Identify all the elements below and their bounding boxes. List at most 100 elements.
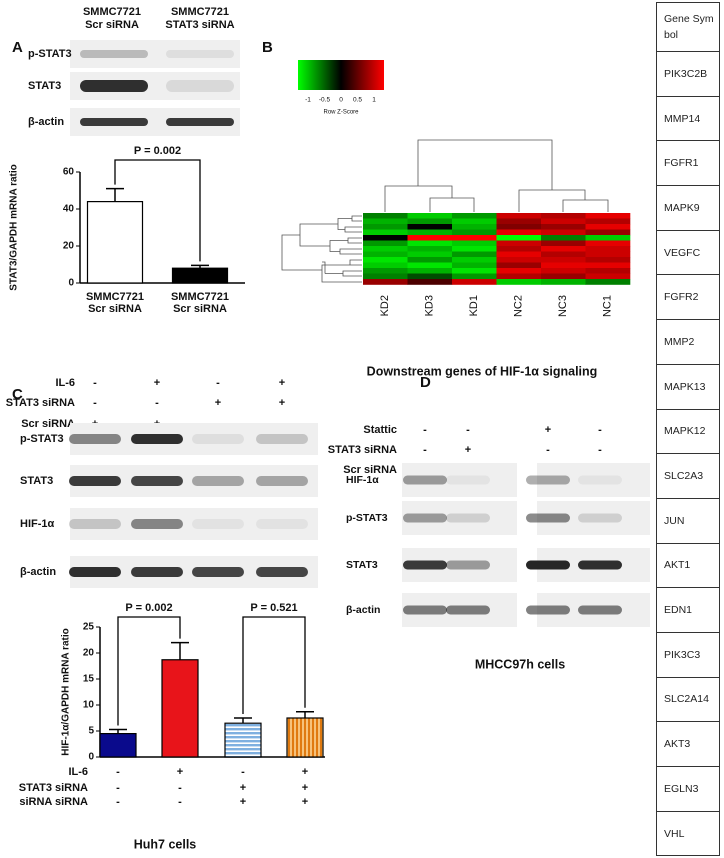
blot-band <box>256 476 308 486</box>
color-key-tick: 1 <box>372 97 376 104</box>
blot-band <box>69 476 121 486</box>
blot-band <box>166 118 234 126</box>
blot-band <box>526 560 570 570</box>
blot-band <box>192 476 244 486</box>
color-key <box>298 60 384 90</box>
heatmap-cell <box>452 213 497 219</box>
blot-band <box>80 50 148 58</box>
condition-sign: - <box>116 796 120 808</box>
condition-sign: - <box>241 766 245 778</box>
y-tick-label: 40 <box>63 204 75 215</box>
panel-label: C <box>12 386 23 403</box>
blot-band <box>80 118 148 126</box>
condition-sign: - <box>546 444 550 456</box>
heatmap-cell <box>407 240 453 247</box>
heatmap-cell <box>496 235 542 241</box>
y-tick-label: 60 <box>63 167 75 178</box>
heatmap-cell <box>496 279 542 285</box>
condition-sign: - <box>93 397 97 409</box>
heatmap-cell <box>585 251 631 258</box>
panel-label: D <box>420 374 431 391</box>
lane-header: SMMC7721 <box>171 6 229 18</box>
blot-band <box>403 513 447 523</box>
heatmap-cell <box>585 262 631 269</box>
heatmap-cell <box>496 251 542 258</box>
condition-sign: - <box>178 796 182 808</box>
condition-label: IL-6 <box>55 377 75 389</box>
blot-band <box>192 434 244 444</box>
blot-band <box>80 80 148 92</box>
heatmap-cell <box>585 229 631 236</box>
heatmap-cell <box>407 235 453 241</box>
heatmap-cell <box>363 246 408 252</box>
gene-cell: EDN1 <box>657 587 719 632</box>
gene-cell: JUN <box>657 497 719 543</box>
gene-cell: VHL <box>657 810 719 856</box>
heatmap-cell <box>407 273 453 280</box>
color-key-tick: 0 <box>339 97 343 104</box>
condition-sign: - <box>423 424 427 436</box>
heatmap-cell <box>496 246 542 252</box>
heatmap-cell <box>407 218 453 225</box>
gene-cell: MMP2 <box>657 319 719 364</box>
bar <box>224 722 262 758</box>
condition-sign: + <box>279 397 285 409</box>
error-bar <box>191 264 209 269</box>
blot-band <box>403 560 447 570</box>
column-label: NC2 <box>513 295 525 317</box>
blot-band <box>166 80 234 92</box>
heatmap-cell <box>585 273 631 280</box>
condition-label: STAT3 siRNA <box>19 782 88 794</box>
condition-sign: - <box>423 444 427 456</box>
p-value: P = 0.521 <box>250 602 297 614</box>
heatmap-cell <box>541 240 586 247</box>
heatmap-cell <box>541 279 586 285</box>
gene-cell: Gene Symbol <box>664 13 714 41</box>
gene-cell: MAPK13 <box>657 363 719 409</box>
heatmap-cell <box>452 257 497 263</box>
heatmap-cell <box>452 273 497 280</box>
condition-sign: + <box>302 782 308 794</box>
y-axis-label: HIF-1α/GAPDH mRNA ratio <box>61 628 72 755</box>
condition-label: STAT3 siRNA <box>6 397 75 409</box>
error-bar <box>171 641 189 660</box>
condition-sign: + <box>154 377 160 389</box>
blot-band <box>166 50 234 58</box>
column-label: KD2 <box>379 295 391 316</box>
blot-band <box>526 475 570 485</box>
heatmap-cell <box>496 218 542 225</box>
condition-sign: - <box>155 397 159 409</box>
heatmap-cell <box>541 257 586 263</box>
y-tick-label: 20 <box>63 241 75 252</box>
condition-sign: + <box>465 444 471 456</box>
heatmap-cell <box>541 235 586 241</box>
x-tick-label: SMMC7721 <box>171 291 229 303</box>
heatmap-cell <box>407 213 453 219</box>
bar <box>86 201 144 284</box>
heatmap-cell <box>452 246 497 252</box>
heatmap-cell <box>585 246 631 252</box>
blot-band <box>578 513 622 523</box>
heatmap-cell <box>407 279 453 285</box>
lane-header: STAT3 siRNA <box>165 19 234 31</box>
blot-band <box>446 513 490 523</box>
panel-label: B <box>262 39 273 56</box>
condition-sign: - <box>598 444 602 456</box>
lane-header: Scr siRNA <box>85 19 139 31</box>
condition-label: Scr siRNA <box>343 464 397 476</box>
blot-background <box>70 40 240 68</box>
column-dendrogram <box>384 139 609 212</box>
heatmap-cell <box>452 240 497 247</box>
heatmap-cell <box>363 268 408 274</box>
condition-sign: - <box>93 377 97 389</box>
bar <box>161 659 199 758</box>
blot-band <box>69 519 121 529</box>
row-dendrogram <box>281 215 362 283</box>
heatmap-cell <box>496 273 542 280</box>
condition-label: siRNA siRNA <box>19 796 88 808</box>
heatmap-cell <box>541 213 586 219</box>
blot-band <box>131 434 183 444</box>
blot-row-label: β-actin <box>28 116 64 128</box>
blot-band <box>131 519 183 529</box>
